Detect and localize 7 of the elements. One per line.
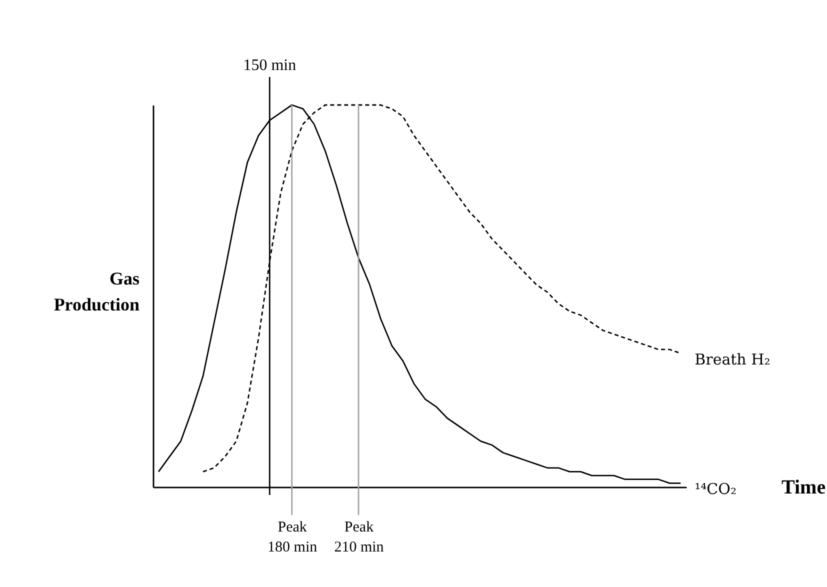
x-axis-title: Time <box>782 476 826 498</box>
x-tick-label: Peak 210 min <box>334 520 384 556</box>
y-axis-title: Gas Production <box>54 268 140 314</box>
x-tick-label: Peak 180 min <box>268 520 318 556</box>
series-label: Breath H₂ <box>694 350 770 368</box>
x-tick-label: 150 min <box>243 57 296 74</box>
series-label: ¹⁴CO₂ <box>694 480 736 498</box>
